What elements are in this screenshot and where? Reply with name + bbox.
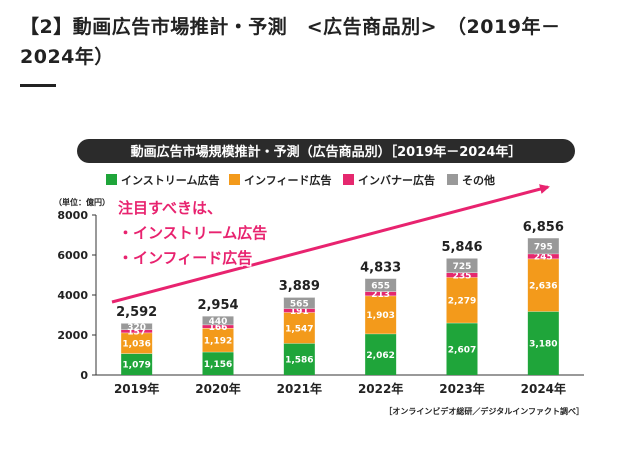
bar-segment <box>446 277 478 323</box>
bar-segment-label: 2,279 <box>448 297 476 307</box>
y-tick-label: 4000 <box>57 289 88 302</box>
chart-legend: インストリーム広告 インフィード広告 インバナー広告 その他 <box>106 173 495 187</box>
bar-segment <box>527 237 559 254</box>
legend-label-inbanner: インバナー広告 <box>358 173 435 187</box>
x-tick-label: 2019年 <box>114 381 159 396</box>
bar-segment-label: 1,192 <box>204 336 232 346</box>
bar-total-label: 5,846 <box>441 240 482 255</box>
bar-segment <box>283 297 315 309</box>
bar-segment-label: 725 <box>453 262 472 272</box>
legend-label-other: その他 <box>462 173 495 187</box>
bar-segment <box>202 324 234 329</box>
bar-segment-label: 213 <box>371 290 390 300</box>
bar-segment-label: 235 <box>453 271 472 281</box>
bar-segment <box>527 311 559 375</box>
bar-segment-label: 2,607 <box>448 345 476 355</box>
bar-segment <box>446 258 478 273</box>
bar-total-label: 4,833 <box>360 260 401 275</box>
bar-segment-label: 565 <box>290 299 309 309</box>
x-tick-label: 2024年 <box>521 381 566 396</box>
bar-segment-label: 1,036 <box>122 340 150 350</box>
legend-swatch-infeed <box>229 174 240 185</box>
heading-line-2: 2024年） <box>20 46 114 68</box>
bar-segment <box>121 332 153 354</box>
bar-segment <box>365 333 397 375</box>
bar-segment <box>283 343 315 375</box>
annotation: 注目すべきは、 ・インストリーム広告 ・インフィード広告 <box>117 198 269 269</box>
bar-segment <box>283 308 315 313</box>
bar-segment-label: 440 <box>209 317 228 327</box>
chart-title-banner <box>77 139 575 163</box>
bar-segment <box>446 322 478 375</box>
bar-segment <box>283 312 315 344</box>
heading-line-1: 【2】動画広告市場推計・予測 <広告商品別> （2019年－ <box>20 16 561 38</box>
bar-segment <box>121 353 153 375</box>
trend-arrow <box>111 184 550 304</box>
y-axis-unit-label: （単位：億円） <box>54 197 110 207</box>
source-note: ［オンラインビデオ総研／デジタルインファクト調べ］ <box>384 406 584 416</box>
y-tick-label: 0 <box>80 369 88 382</box>
y-tick-label: 2000 <box>57 329 88 342</box>
bar-segment-label: 1,079 <box>122 361 150 371</box>
bar-segment-label: 3,180 <box>529 340 557 350</box>
legend-swatch-other <box>447 174 458 185</box>
x-tick-label: 2022年 <box>358 381 403 396</box>
bar-segment-label: 166 <box>209 323 228 333</box>
bar-segment-label: 1,547 <box>285 324 313 334</box>
bar-segment <box>202 315 234 325</box>
bar-segment <box>527 258 559 312</box>
bar-segment-label: 157 <box>127 328 146 338</box>
legend-swatch-instream <box>106 174 117 185</box>
x-tick-label: 2020年 <box>195 381 240 396</box>
y-tick-label: 6000 <box>57 249 88 262</box>
annotation-line-1: 注目すべきは、 <box>118 199 222 217</box>
bar-segment-label: 1,586 <box>285 356 313 366</box>
legend-label-infeed: インフィード広告 <box>244 173 331 187</box>
bar-segment <box>365 295 397 334</box>
annotation-line-3: ・インフィード広告 <box>118 249 252 267</box>
x-tick-label: 2023年 <box>439 381 484 396</box>
heading-underline <box>20 84 56 87</box>
bar-segment <box>365 291 397 296</box>
chart-title: 動画広告市場規模推計・予測（広告商品別）［2019年－2024年］ <box>131 144 522 160</box>
bar-segment <box>446 272 478 278</box>
bar-segment <box>527 253 559 259</box>
legend-label-instream: インストリーム広告 <box>121 173 219 187</box>
bar-segment-label: 2,636 <box>529 282 557 292</box>
x-tick-label: 2021年 <box>277 381 322 396</box>
bar-segment-label: 2,062 <box>366 351 394 361</box>
bar-total-label: 2,954 <box>197 298 238 313</box>
bar-segment-label: 795 <box>534 242 553 252</box>
bar-total-label: 2,592 <box>116 305 157 320</box>
bar-segment-label: 245 <box>534 253 553 263</box>
bar-segment-label: 1,903 <box>366 311 394 321</box>
y-tick-label: 8000 <box>57 209 88 222</box>
bar-segment <box>202 328 234 352</box>
page-heading: 【2】動画広告市場推計・予測 <広告商品別> （2019年－ 2024年） <box>20 12 620 72</box>
bar-segment <box>202 351 234 375</box>
bar-segment <box>365 278 397 292</box>
bar-total-label: 6,856 <box>523 220 564 235</box>
annotation-line-2: ・インストリーム広告 <box>118 224 267 242</box>
bar-segment <box>121 329 153 333</box>
bar-segment-label: 320 <box>127 323 146 333</box>
bar-segment-label: 191 <box>290 307 309 317</box>
bar-segment-label: 655 <box>371 281 390 291</box>
bar-total-label: 3,889 <box>279 279 320 294</box>
legend-swatch-inbanner <box>343 174 354 185</box>
bar-segment <box>121 323 153 330</box>
bar-segment-label: 1,156 <box>204 360 232 370</box>
